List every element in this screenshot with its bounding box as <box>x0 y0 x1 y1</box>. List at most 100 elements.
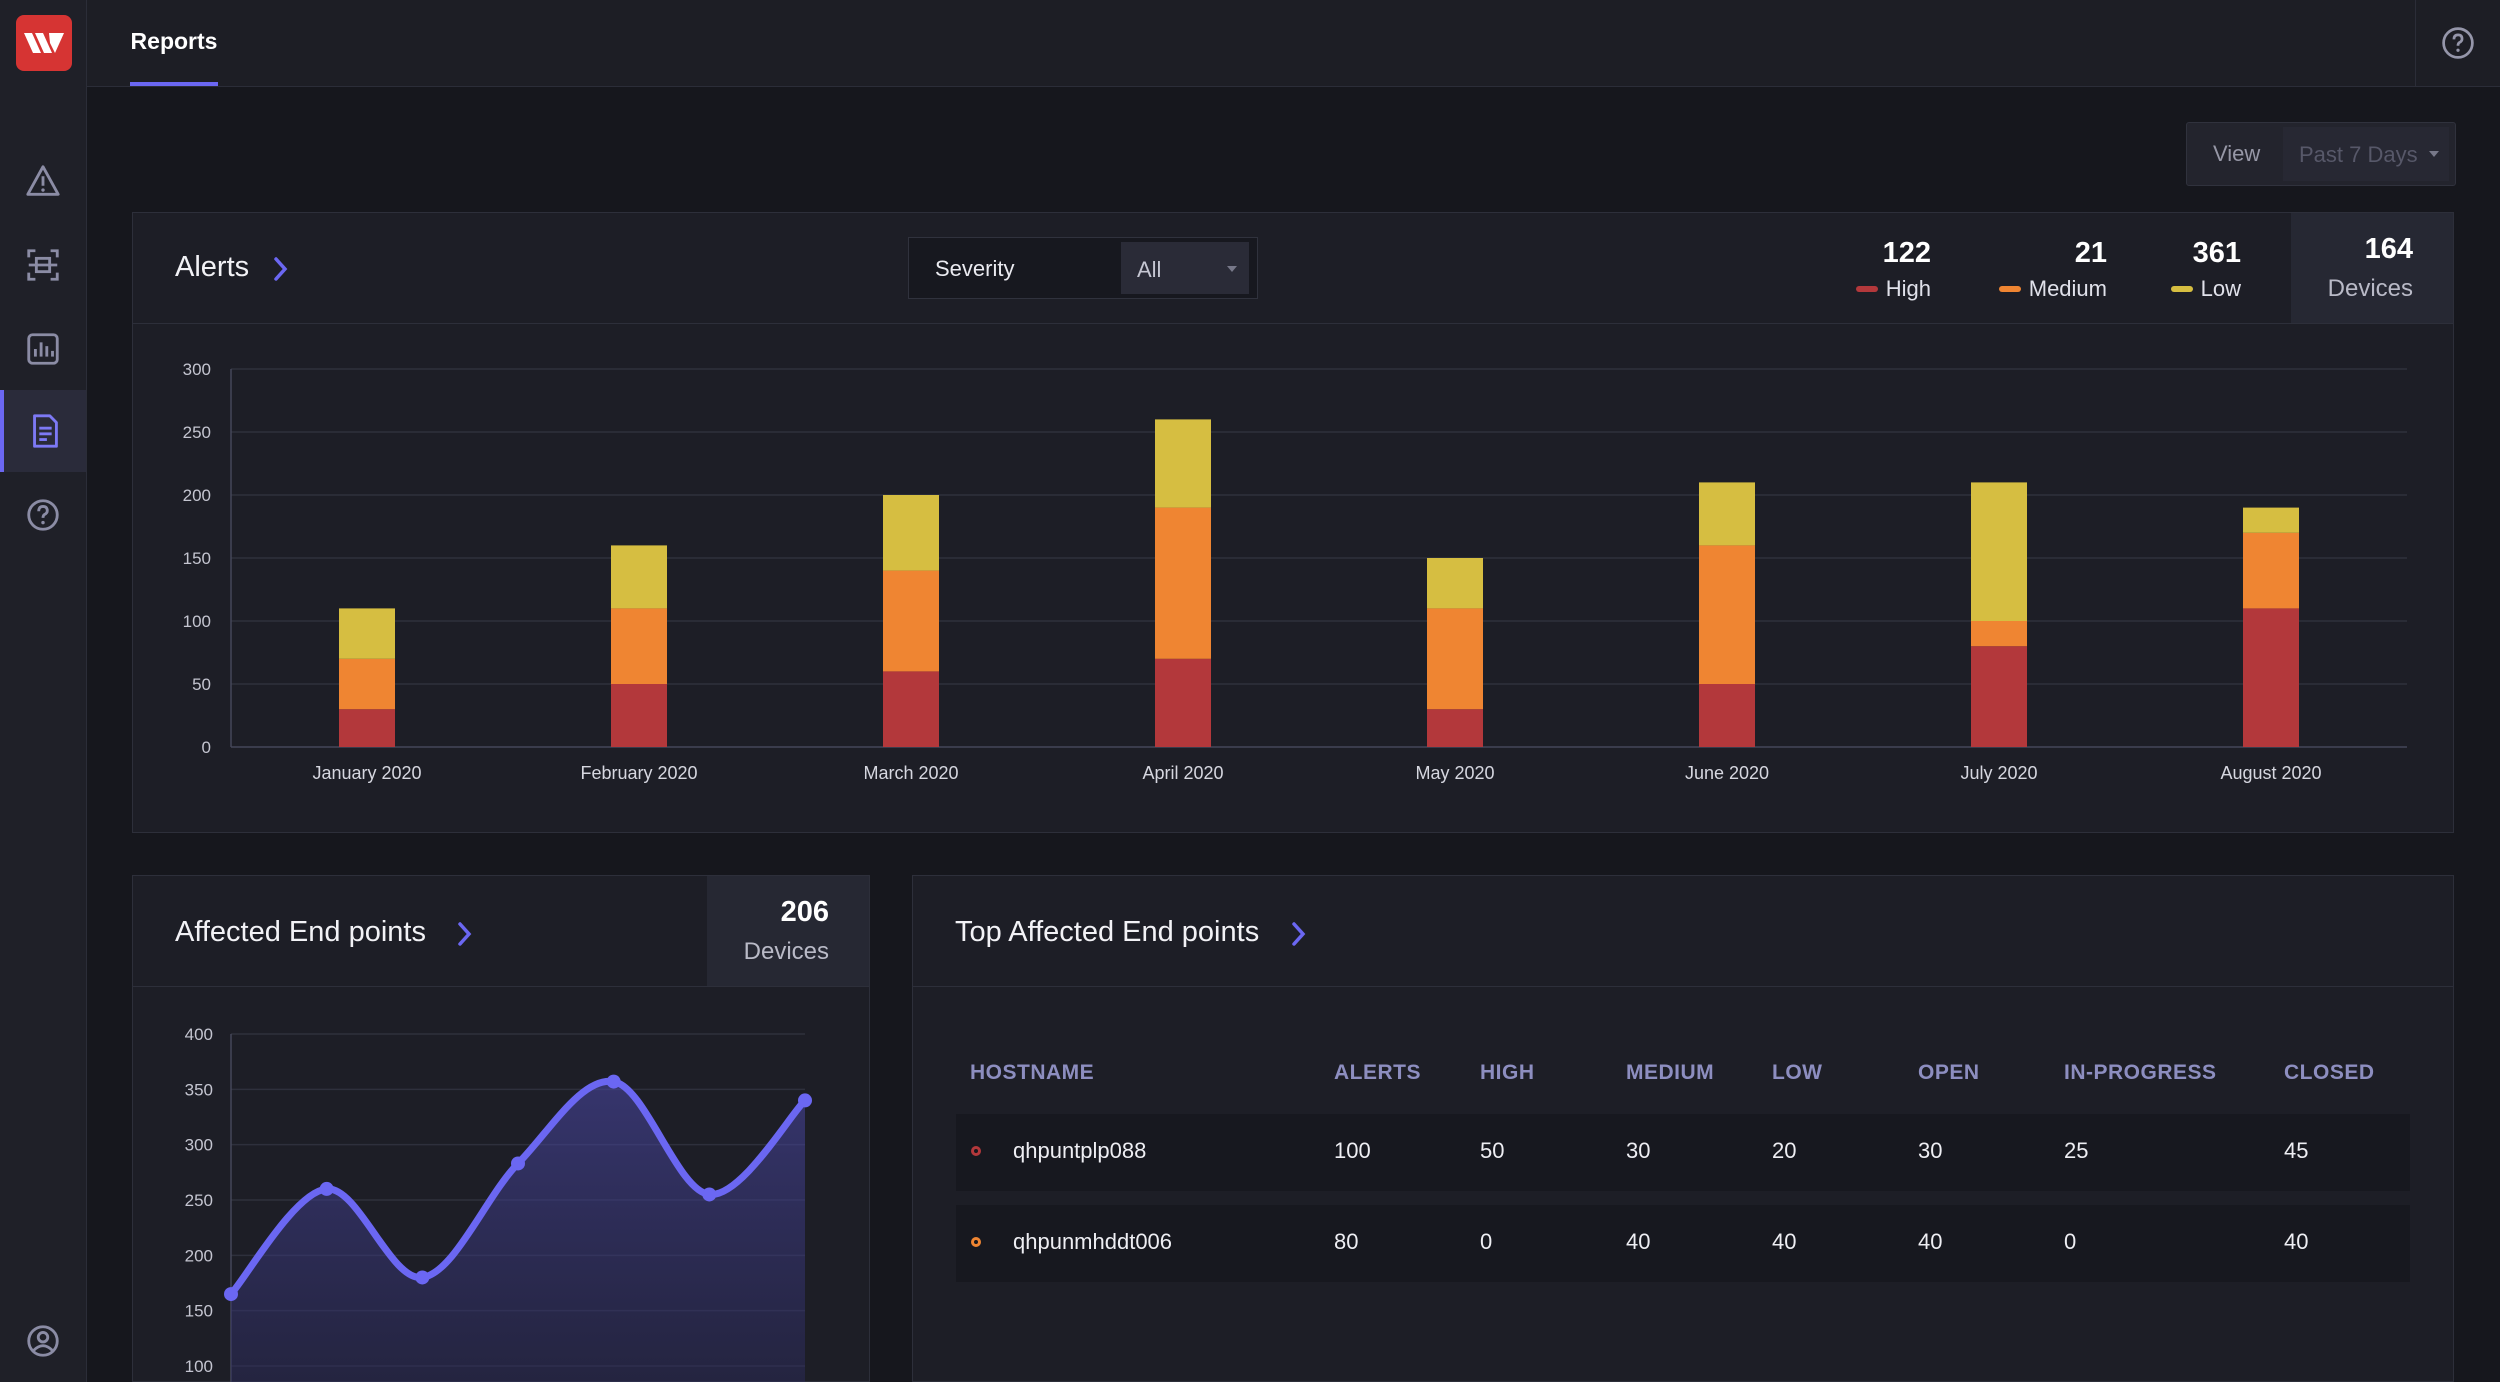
stat-medium-label: Medium <box>2028 276 2107 301</box>
tab-reports[interactable]: Reports <box>130 0 218 86</box>
reports-icon <box>33 414 58 448</box>
alerts-devices: 164 Devices <box>2291 213 2453 323</box>
bar-high[interactable] <box>1699 684 1755 747</box>
bar-medium[interactable] <box>1971 621 2027 647</box>
bar-low[interactable] <box>2243 507 2299 533</box>
x-tick-label: January 2020 <box>312 763 421 783</box>
col-low[interactable]: LOW <box>1772 1061 1823 1084</box>
bar-low[interactable] <box>1699 482 1755 546</box>
stat-high: 122 High <box>1855 237 1931 302</box>
view-select-value: Past 7 Days <box>2299 142 2418 167</box>
area-fill <box>231 1081 805 1382</box>
affected-endpoints-title[interactable]: Affected End points <box>175 916 426 948</box>
sidebar-item-scan[interactable] <box>0 224 86 306</box>
stat-high-value: 122 <box>1882 237 1931 269</box>
bar-medium[interactable] <box>883 570 939 672</box>
bar-high[interactable] <box>1155 658 1211 747</box>
status-dot-medium <box>971 1237 981 1247</box>
cell-open: 30 <box>1918 1138 1943 1163</box>
top-bar: Reports <box>87 0 2500 87</box>
col-medium[interactable]: MEDIUM <box>1626 1061 1715 1084</box>
data-point[interactable] <box>415 1270 430 1285</box>
affected-endpoints-header: Affected End points 206 Devices <box>133 876 869 987</box>
x-tick-label: August 2020 <box>2220 763 2321 783</box>
y-tick-label: 0 <box>202 738 211 757</box>
sidebar-item-profile[interactable] <box>0 1300 86 1382</box>
sidebar-item-help[interactable] <box>0 474 86 556</box>
stat-low: 361 Low <box>2170 237 2241 302</box>
bar-high[interactable] <box>1971 646 2027 747</box>
y-tick-label: 150 <box>185 1302 213 1321</box>
bar-high[interactable] <box>611 684 667 747</box>
brand-logo[interactable] <box>16 15 72 71</box>
data-point[interactable] <box>319 1181 334 1196</box>
table-row[interactable]: qhpunmhddt006 80 0 40 40 40 0 40 <box>956 1205 2410 1282</box>
data-point[interactable] <box>606 1074 621 1089</box>
col-high[interactable]: HIGH <box>1480 1061 1535 1084</box>
bar-low[interactable] <box>1971 482 2027 621</box>
user-icon <box>27 1325 59 1357</box>
chevron-right-icon[interactable] <box>273 256 289 282</box>
bar-high[interactable] <box>1427 709 1483 747</box>
cell-high: 50 <box>1480 1138 1505 1163</box>
cell-closed: 45 <box>2284 1138 2309 1163</box>
bar-high[interactable] <box>2243 608 2299 747</box>
alerts-title[interactable]: Alerts <box>175 251 250 283</box>
endpoints-devices-value: 206 <box>780 896 829 928</box>
chevron-down-icon <box>1227 266 1237 272</box>
chevron-right-icon[interactable] <box>1291 921 1307 947</box>
bar-low[interactable] <box>611 545 667 609</box>
cell-medium: 30 <box>1626 1138 1651 1163</box>
bar-medium[interactable] <box>1699 545 1755 684</box>
bar-medium[interactable] <box>2243 532 2299 609</box>
cell-high: 0 <box>1480 1229 1493 1254</box>
view-select[interactable]: Past 7 Days <box>2283 127 2449 181</box>
y-tick-label: 200 <box>183 486 211 505</box>
y-tick-label: 250 <box>185 1191 213 1210</box>
top-affected-endpoints-title[interactable]: Top Affected End points <box>955 916 1260 948</box>
bar-low[interactable] <box>339 608 395 659</box>
y-tick-label: 150 <box>183 549 211 568</box>
y-tick-label: 50 <box>192 675 211 694</box>
data-point[interactable] <box>702 1187 717 1202</box>
col-open[interactable]: OPEN <box>1918 1061 1980 1084</box>
help-button[interactable] <box>2415 0 2500 86</box>
col-closed[interactable]: CLOSED <box>2284 1061 2375 1084</box>
col-alerts[interactable]: ALERTS <box>1334 1061 1421 1084</box>
top-affected-endpoints-header: Top Affected End points <box>913 876 2453 987</box>
cell-in-progress: 0 <box>2064 1229 2077 1254</box>
y-tick-label: 200 <box>185 1246 213 1265</box>
data-point[interactable] <box>798 1093 812 1108</box>
endpoints-area-chart: 100 150 200 250 300 350 400 <box>185 1025 812 1382</box>
x-tick-label: April 2020 <box>1142 763 1223 783</box>
help-icon <box>2442 27 2474 59</box>
bar-low[interactable] <box>1427 558 1483 609</box>
stat-high-label: High <box>1885 276 1931 301</box>
sidebar <box>0 0 87 1382</box>
data-point[interactable] <box>511 1156 525 1171</box>
bar-medium[interactable] <box>1155 507 1211 659</box>
table-row[interactable]: qhpuntplp088 100 50 30 20 30 25 45 <box>956 1114 2410 1191</box>
sidebar-item-alerts[interactable] <box>0 140 86 222</box>
bar-medium[interactable] <box>339 658 395 710</box>
chevron-right-icon[interactable] <box>457 921 473 947</box>
view-filter: View Past 7 Days <box>2186 122 2456 186</box>
cell-hostname[interactable]: qhpunmhddt006 <box>1013 1229 1173 1254</box>
col-hostname[interactable]: HOSTNAME <box>970 1061 1095 1084</box>
sidebar-item-analytics[interactable] <box>0 308 86 390</box>
bar-high[interactable] <box>883 671 939 747</box>
stat-low-label: Low <box>2200 276 2241 301</box>
cell-hostname[interactable]: qhpuntplp088 <box>1013 1138 1147 1163</box>
data-point[interactable] <box>224 1287 238 1302</box>
col-in-progress[interactable]: IN-PROGRESS <box>2064 1061 2217 1084</box>
bar-low[interactable] <box>883 495 939 571</box>
bar-high[interactable] <box>339 709 395 747</box>
bar-medium[interactable] <box>1427 608 1483 710</box>
bar-medium[interactable] <box>611 608 667 684</box>
sidebar-item-reports[interactable] <box>0 390 86 472</box>
alerts-devices-value: 164 <box>2364 233 2413 265</box>
y-tick-label: 100 <box>183 612 211 631</box>
severity-select[interactable]: All <box>1121 242 1249 294</box>
bar-low[interactable] <box>1155 419 1211 508</box>
endpoints-devices-label: Devices <box>743 938 829 965</box>
